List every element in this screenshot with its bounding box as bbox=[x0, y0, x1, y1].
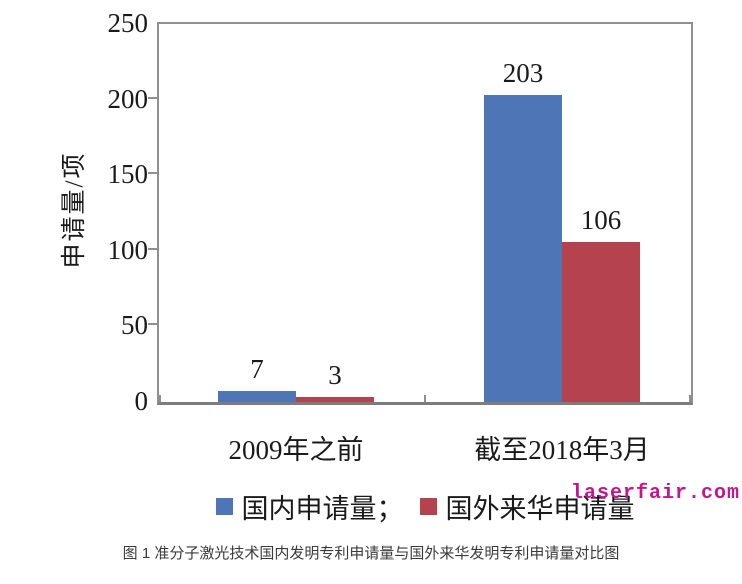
watermark-text: laserfair.com bbox=[570, 482, 740, 505]
plot-area: 7 3 203 106 bbox=[148, 22, 693, 405]
y-axis-tick-labels: 0 50 100 150 200 250 bbox=[58, 9, 149, 414]
x-category-label: 2009年之前 bbox=[228, 435, 364, 465]
y-tick-label: 150 bbox=[107, 159, 149, 190]
y-tick-mark bbox=[148, 172, 157, 175]
bar-value-label: 7 bbox=[250, 354, 264, 385]
legend-item: 国外来华申请量 bbox=[419, 487, 635, 526]
bar-domestic bbox=[218, 391, 296, 402]
legend-label: 国内申请量； bbox=[241, 493, 404, 524]
y-tick-label: 200 bbox=[107, 83, 149, 114]
x-tick-mark bbox=[159, 395, 161, 402]
y-tick-mark bbox=[148, 96, 157, 99]
x-category-label: 截至2018年3月 bbox=[474, 435, 650, 465]
bar-foreign bbox=[296, 397, 374, 402]
bar-value-label: 203 bbox=[502, 58, 544, 89]
y-tick-label: 50 bbox=[121, 310, 148, 341]
y-tick-mark bbox=[148, 247, 157, 250]
figure-caption: 图 1 准分子激光技术国内发明专利申请量与国外来华发明专利申请量对比图 bbox=[122, 545, 620, 562]
x-tick-mark bbox=[424, 395, 426, 402]
y-tick-label: 100 bbox=[107, 234, 149, 265]
bar-foreign bbox=[562, 241, 640, 402]
y-tick-label: 250 bbox=[107, 7, 149, 38]
y-tick-mark bbox=[148, 323, 157, 326]
legend-swatch-domestic bbox=[215, 497, 233, 515]
x-tick-mark bbox=[689, 395, 691, 402]
legend: 国内申请量； 国外来华申请量 bbox=[157, 491, 693, 524]
bar-value-label: 106 bbox=[580, 204, 622, 235]
bar-value-label: 3 bbox=[328, 360, 342, 391]
bar-domestic bbox=[484, 95, 562, 402]
y-tick-label: 0 bbox=[134, 385, 149, 416]
legend-label: 国外来华申请量 bbox=[445, 493, 635, 524]
legend-swatch-foreign bbox=[419, 497, 437, 515]
legend-item: 国内申请量； bbox=[215, 487, 404, 526]
